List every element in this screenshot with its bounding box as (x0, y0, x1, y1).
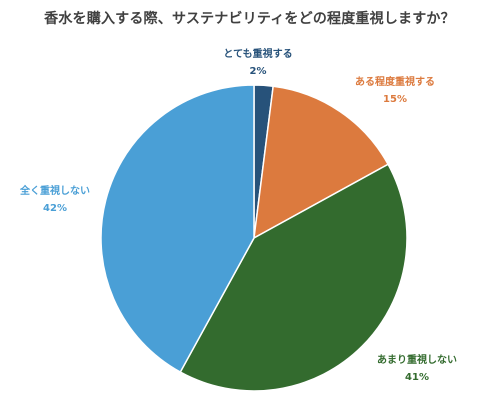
slice-label-not-important-at-all: 全く重視しない 42% (20, 186, 90, 214)
slice-label-very-important: とても重視する 2% (223, 49, 293, 77)
slice-not-very-important (179, 163, 408, 392)
slice-not-important-at-all (100, 84, 255, 374)
slice-somewhat-important (253, 85, 390, 240)
slice-label-not-very-important: あまり重視しない 41% (377, 355, 457, 383)
chart-title: 香水を購入する際、サステナビリティをどの程度重視しますか？ (44, 11, 455, 27)
slice-label-somewhat-important: ある程度重視する 15% (355, 77, 435, 105)
